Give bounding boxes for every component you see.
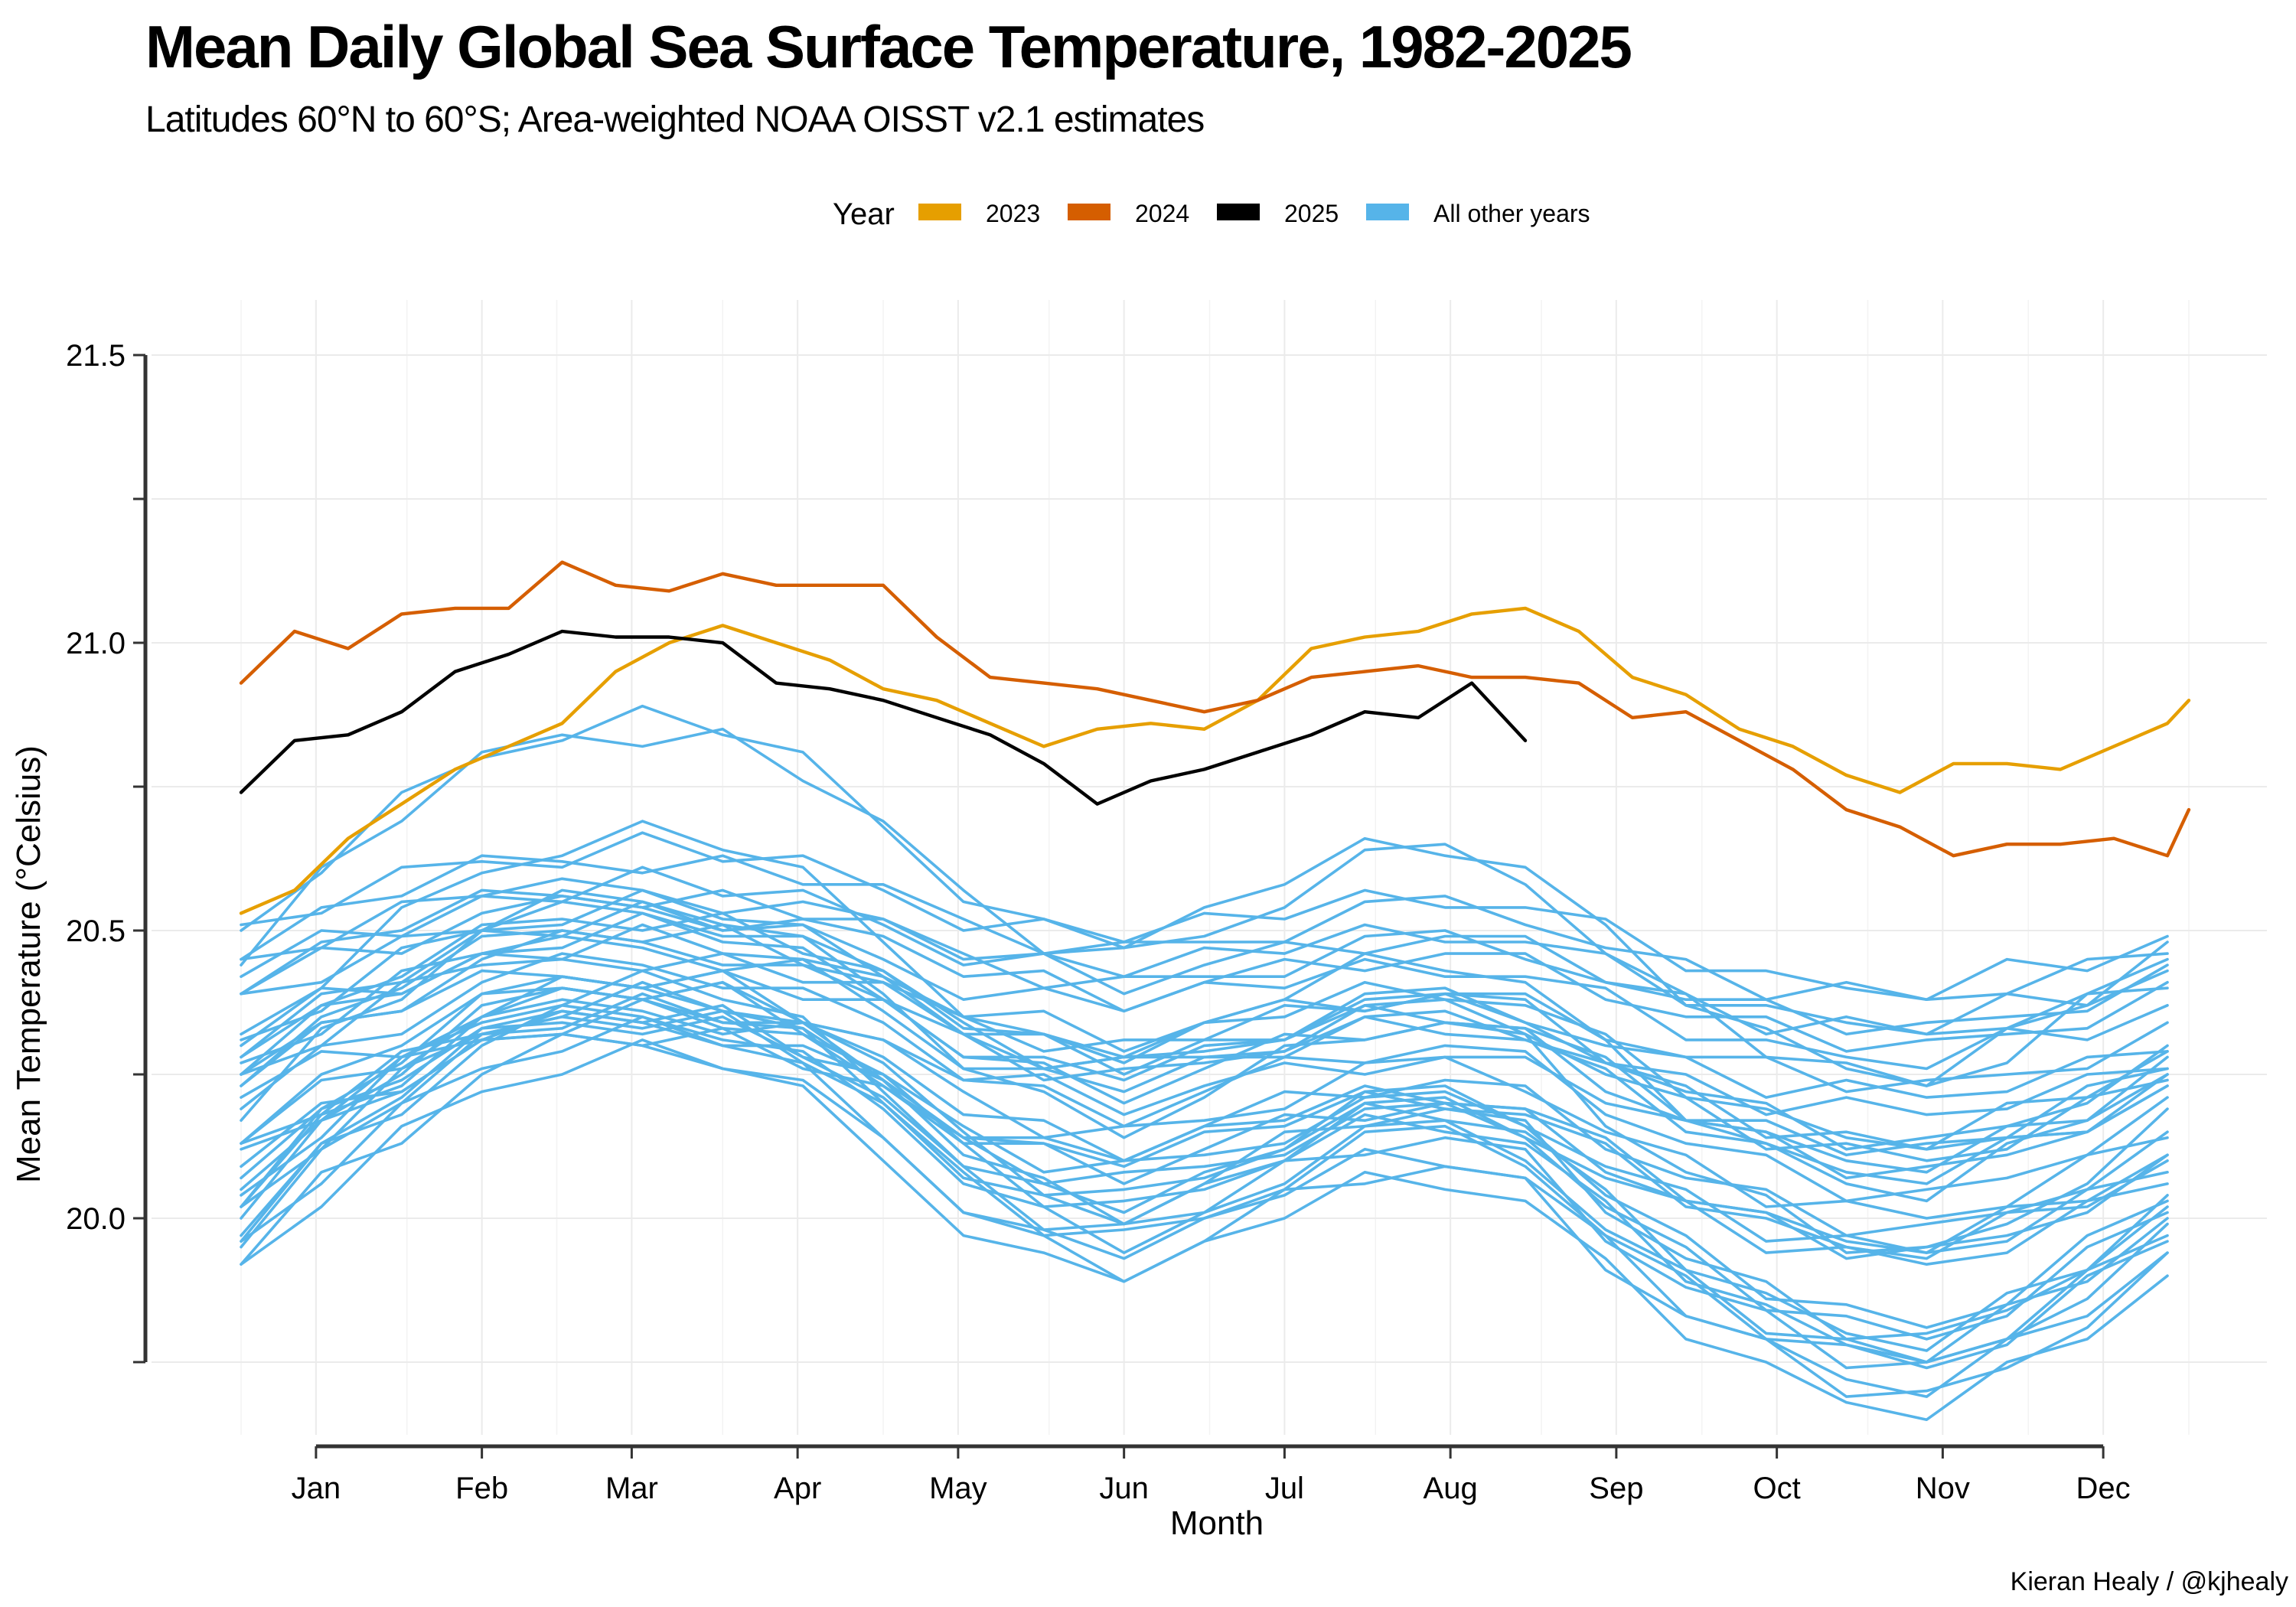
series-line-1985 <box>240 1038 2169 1421</box>
other-years-lines <box>240 704 2169 1421</box>
series-line-2003 <box>240 911 2169 1151</box>
x-tick-label-apr: Apr <box>774 1472 821 1505</box>
x-tick-label-sep: Sep <box>1589 1472 1643 1505</box>
x-tick-label-aug: Aug <box>1424 1472 1478 1505</box>
series-line-1988 <box>240 1027 2169 1266</box>
legend-key-2024 <box>1068 204 1110 220</box>
series-line-2004 <box>240 929 2169 1180</box>
legend-key-2023 <box>918 204 961 220</box>
x-tick-label-mar: Mar <box>605 1472 658 1505</box>
series-line-2015 <box>240 854 2169 1001</box>
series-line-2016 <box>240 704 2169 1087</box>
legend-item-2024[interactable]: 2024 <box>1068 200 1189 227</box>
x-tick-label-dec: Dec <box>2076 1472 2131 1505</box>
legend-label-other-years: All other years <box>1433 200 1590 227</box>
y-tick-label: 20.0 <box>66 1202 126 1236</box>
series-line-2021 <box>240 888 2169 1036</box>
series-line-2002 <box>240 911 2169 1174</box>
legend-label-2024: 2024 <box>1135 200 1189 227</box>
x-axis-title: Month <box>1170 1504 1264 1542</box>
x-tick-label-may: May <box>929 1472 987 1505</box>
series-line-2019 <box>240 831 2169 1001</box>
x-tick-label-oct: Oct <box>1753 1472 1801 1505</box>
chart-title: Mean Daily Global Sea Surface Temperatur… <box>145 13 1631 80</box>
series-line-2006 <box>240 969 2169 1116</box>
series-line-1990 <box>240 1009 2169 1260</box>
y-axis-title: Mean Temperature (°Celsius) <box>10 745 47 1183</box>
x-tick-label-feb: Feb <box>455 1472 508 1505</box>
series-line-2007 <box>240 998 2169 1157</box>
series-line-2008 <box>240 980 2169 1220</box>
legend-item-other-years[interactable]: All other years <box>1366 200 1590 227</box>
series-line-2022 <box>240 877 2169 1036</box>
legend-label-2025: 2025 <box>1284 200 1339 227</box>
y-tick-label: 21.5 <box>66 339 126 373</box>
y-tick-label: 20.5 <box>66 914 126 948</box>
series-line-2023 <box>239 606 2191 915</box>
x-tick-label-nov: Nov <box>1916 1472 1970 1505</box>
chart-subtitle: Latitudes 60°N to 60°S; Area-weighted NO… <box>145 99 1204 140</box>
highlight-year-lines <box>239 560 2191 915</box>
series-line-2024 <box>239 560 2191 858</box>
x-tick-label-jun: Jun <box>1099 1472 1149 1505</box>
legend: Year 2023 2024 2025 All other years <box>833 197 1590 231</box>
axes: 20.0 20.5 21.0 21.5 Jan Feb Mar Apr May Jun Jul Aug… <box>66 339 2131 1505</box>
chart-caption: Kieran Healy / @kjhealy <box>2011 1567 2288 1596</box>
legend-key-other-years <box>1366 204 1409 220</box>
series-line-2017 <box>240 865 2169 1036</box>
legend-label-2023: 2023 <box>986 200 1040 227</box>
series-line-2025 <box>239 629 1528 806</box>
series-line-2011 <box>240 888 2169 1254</box>
legend-item-2025[interactable]: 2025 <box>1217 200 1339 227</box>
series-line-2012 <box>240 952 2169 1099</box>
legend-key-2025 <box>1217 204 1260 220</box>
y-tick-label: 21.0 <box>66 627 126 660</box>
legend-title: Year <box>833 197 895 231</box>
legend-item-2023[interactable]: 2023 <box>918 200 1040 227</box>
x-tick-label-jul: Jul <box>1265 1472 1304 1505</box>
x-tick-label-jan: Jan <box>292 1472 341 1505</box>
gridlines <box>152 300 2267 1435</box>
series-line-2020 <box>240 727 2169 1087</box>
series-line-2000 <box>240 969 2169 1352</box>
